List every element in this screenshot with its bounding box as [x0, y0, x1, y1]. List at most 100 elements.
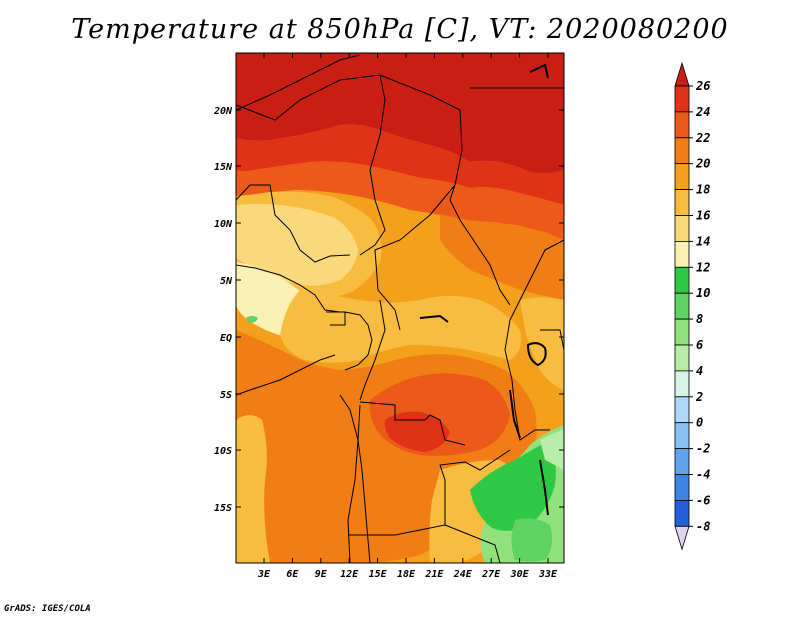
- lon-label: 21E: [424, 569, 444, 580]
- lat-label: 15N: [214, 162, 233, 173]
- field-8-east: [540, 430, 564, 470]
- colorbar-label: 24: [695, 105, 710, 119]
- lat-label: 15S: [214, 503, 232, 514]
- border-line: [326, 311, 346, 326]
- coastline: [236, 354, 336, 396]
- border-line: [236, 264, 341, 313]
- lon-label: 30E: [510, 569, 530, 580]
- border-line: [374, 184, 456, 331]
- colorbar-swatch: [674, 396, 690, 424]
- colorbar-label: 26: [695, 79, 710, 93]
- colorbar-swatch: [674, 318, 690, 346]
- lon-label: 27E: [481, 569, 501, 580]
- border-line: [444, 524, 501, 563]
- coastline: [339, 394, 371, 563]
- colorbar-swatch: [674, 448, 690, 475]
- colorbar-swatch: [674, 422, 690, 450]
- lake-malawi: [539, 459, 549, 516]
- field-18-center: [280, 290, 522, 363]
- colorbar-swatch: [674, 292, 690, 320]
- colorbar-label: 12: [696, 260, 710, 274]
- field-22: [236, 161, 564, 240]
- colorbar-swatch: [674, 137, 690, 165]
- border-line: [379, 74, 511, 306]
- border-line: [344, 311, 373, 371]
- border-line: [348, 449, 511, 536]
- colorbar-label: 6: [696, 338, 703, 352]
- longitude-axis: 3E 6E 9E 12E 15E 18E 21E 24E 27E 30E 33E: [257, 53, 558, 580]
- field-10-spot: [246, 316, 258, 323]
- colorbar-swatch: [674, 499, 690, 527]
- credit-text: GrADS: IGES/COLA: [4, 604, 91, 614]
- colorbar-label: -6: [696, 493, 710, 507]
- lon-label: 12E: [340, 569, 359, 580]
- lake-tanganyika: [509, 389, 521, 439]
- colorbar-label: 2: [695, 390, 703, 404]
- field-24: [236, 124, 564, 205]
- lon-label: 3E: [257, 569, 271, 580]
- colorbar-label: 20: [695, 157, 710, 171]
- border-line: [359, 299, 386, 401]
- colorbar-label: -8: [696, 519, 710, 533]
- colorbar-label: -2: [696, 442, 710, 456]
- field-12-east: [470, 440, 556, 531]
- colorbar-swatch: [674, 189, 690, 216]
- lon-label: 15E: [369, 569, 388, 580]
- lat-label: 5S: [220, 390, 232, 401]
- river-line: [419, 314, 449, 323]
- lake-victoria: [526, 342, 547, 367]
- latitude-axis: 20N 15N 10N 5N EQ 5S 10S 15S: [213, 106, 564, 514]
- colorbar-label: 0: [696, 416, 703, 430]
- colorbar-swatch: [674, 111, 690, 139]
- field-26: [236, 53, 564, 174]
- border-line: [236, 184, 351, 263]
- lat-label: 5N: [220, 276, 233, 287]
- plot-title: Temperature at 850hPa [C], VT: 202008020…: [71, 14, 729, 45]
- lat-label: EQ: [220, 333, 232, 344]
- colorbar-label: 4: [696, 364, 703, 378]
- field-24-core: [384, 411, 450, 452]
- map-frame: [235, 52, 565, 564]
- colorbar-label: 10: [696, 286, 710, 300]
- colorbar-swatch: [674, 370, 690, 398]
- border-line: [540, 329, 564, 351]
- lat-label: 20N: [213, 106, 233, 117]
- border-line: [347, 404, 361, 563]
- colorbar-swatch: [674, 215, 690, 242]
- border-line: [504, 349, 550, 441]
- field-10-east-2: [511, 518, 553, 562]
- border-line: [504, 239, 564, 351]
- colorbar-label: 8: [696, 312, 703, 326]
- lon-label: 24E: [453, 569, 473, 580]
- colorbar-swatch: [674, 266, 690, 294]
- border-line: [236, 54, 361, 111]
- lat-label: 10S: [214, 446, 232, 457]
- lakes: [419, 63, 549, 516]
- colorbar-label: 16: [696, 209, 710, 223]
- colorbar-label: 14: [696, 234, 710, 248]
- lon-label: 6E: [286, 569, 299, 580]
- field-20-east: [440, 214, 564, 300]
- temperature-field: [236, 53, 564, 563]
- border-line: [359, 401, 466, 446]
- lon-label: 9E: [315, 569, 328, 580]
- lon-label: 33E: [538, 569, 558, 580]
- border-line: [236, 74, 386, 256]
- colorbar-swatch: [674, 344, 690, 372]
- colorbar-label: 18: [696, 183, 710, 197]
- field-18-ne: [520, 297, 564, 390]
- field-18-sw: [236, 415, 270, 563]
- lake-nasser: [529, 63, 549, 79]
- colorbar-top-tip: [674, 61, 690, 87]
- colorbar-swatch: [674, 85, 690, 113]
- borders: [236, 54, 564, 563]
- colorbar-label: 22: [695, 131, 710, 145]
- colorbar-swatch: [674, 163, 690, 190]
- colorbar-swatch: [674, 240, 690, 268]
- colorbar-swatch: [674, 474, 690, 501]
- lat-label: 10N: [214, 219, 233, 230]
- colorbar-bottom-tip: [674, 525, 690, 551]
- lon-label: 18E: [397, 569, 416, 580]
